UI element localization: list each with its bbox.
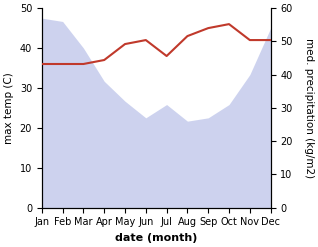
Y-axis label: max temp (C): max temp (C): [4, 72, 14, 144]
X-axis label: date (month): date (month): [115, 233, 197, 243]
Y-axis label: med. precipitation (kg/m2): med. precipitation (kg/m2): [304, 38, 314, 178]
